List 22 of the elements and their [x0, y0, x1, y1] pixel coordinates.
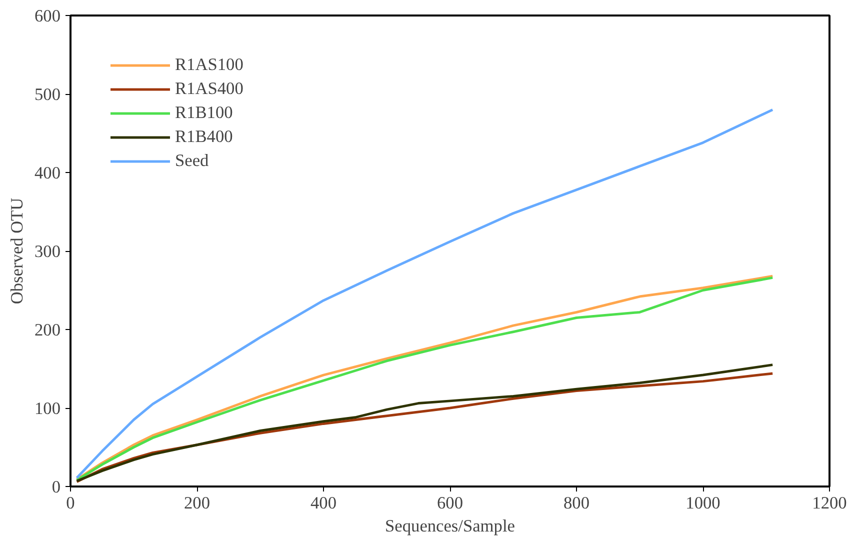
line-series	[76, 108, 774, 480]
legend-label: R1B400	[175, 127, 233, 147]
x-tick-label: 600	[437, 494, 464, 512]
y-tick-label: 500	[34, 85, 61, 104]
x-axis-title: Sequences/Sample	[385, 516, 516, 536]
x-tick-label: 400	[310, 494, 337, 512]
legend-label: Seed	[175, 151, 209, 171]
y-tick-label: 400	[34, 164, 61, 182]
y-tick-label: 300	[34, 242, 61, 261]
x-tick-label: 800	[564, 494, 590, 512]
legend-label: R1AS400	[175, 79, 244, 99]
x-tick-label: 1200	[812, 494, 847, 512]
legend-label: R1B100	[175, 103, 233, 123]
legend-label: R1AS100	[175, 55, 244, 75]
y-tick-label: 200	[34, 320, 61, 340]
y-axis-title: Observed OTU	[8, 197, 27, 304]
x-tick-label: 1000	[686, 494, 720, 512]
x-tick-label: 0	[66, 494, 75, 512]
y-tick-label: 100	[34, 399, 61, 418]
y-tick-label: 600	[34, 6, 61, 26]
y-tick-label: 0	[52, 478, 61, 496]
x-tick-label: 200	[184, 494, 210, 512]
